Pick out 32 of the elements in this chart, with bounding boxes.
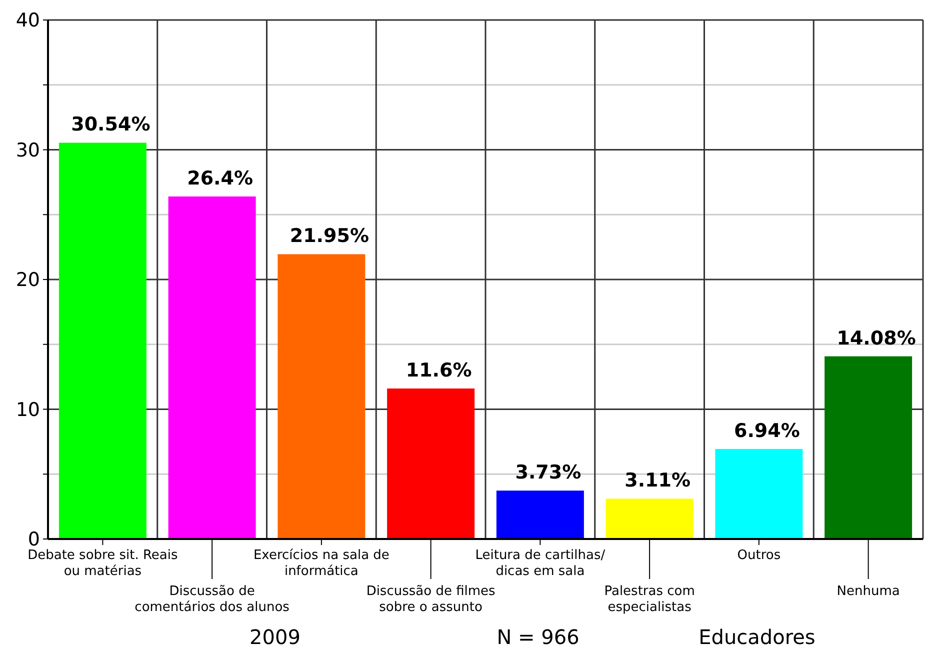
text: N = 966	[496, 625, 580, 649]
data-label: 21.95%	[290, 225, 370, 248]
y-tick-label: 40	[16, 10, 40, 32]
x-tick-label: Exercícios na sala de informática	[253, 548, 390, 579]
y-tick-label: 0	[28, 528, 40, 551]
data-label: 6.94%	[734, 420, 800, 442]
y-tick-label: 30	[16, 139, 40, 162]
bar	[278, 254, 366, 539]
data-label: 30.54%	[71, 114, 150, 136]
bar	[58, 142, 146, 539]
text: Educadores	[698, 625, 816, 649]
y-tick-label: 20	[16, 269, 40, 292]
bar	[496, 490, 584, 539]
bar	[715, 448, 803, 539]
x-tick-label: Discussão de filmes sobre o assunto	[366, 584, 496, 615]
x-tick-label: Debate sobre sit. Reais ou matérias	[28, 548, 178, 579]
x-tick-label: Leitura de cartilhas/ dicas em sala	[475, 548, 606, 579]
bar	[387, 388, 475, 539]
data-label: 3.11%	[624, 470, 691, 492]
x-tick-label: Outros	[737, 548, 781, 563]
data-label: 3.73%	[515, 462, 582, 484]
text: 2009	[250, 625, 300, 649]
x-tick-label: Discussão de comentários dos alunos	[134, 584, 290, 615]
bar	[824, 356, 912, 539]
y-tick-label: 10	[16, 398, 40, 421]
x-tick-label: Nenhuma	[836, 584, 900, 599]
data-label: 11.6%	[406, 359, 472, 382]
bar	[606, 498, 694, 539]
bar	[168, 196, 256, 539]
data-label: 26.4%	[187, 167, 254, 190]
x-tick-label: Palestras com especialistas	[604, 584, 695, 615]
data-label: 14.08%	[836, 327, 916, 350]
